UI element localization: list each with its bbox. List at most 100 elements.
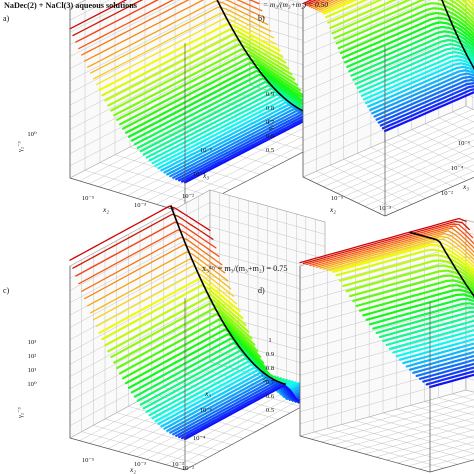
grid-line xyxy=(299,244,467,291)
surface-curve xyxy=(327,0,474,24)
surface-curve xyxy=(81,236,223,292)
surface-curve xyxy=(84,244,226,300)
box-edge xyxy=(302,176,386,217)
grid-line xyxy=(69,312,211,390)
grid-line xyxy=(209,226,326,260)
surface xyxy=(69,0,367,184)
y-axis-label: x₃ xyxy=(202,171,209,180)
surface-curve xyxy=(346,25,474,69)
y-axis-label: x₃ xyxy=(204,389,211,398)
surface-curve xyxy=(418,362,474,380)
grid-line xyxy=(209,202,326,235)
surface-curve xyxy=(360,54,474,97)
x-tick-label: 10⁻² xyxy=(172,461,184,468)
surface-curve xyxy=(121,61,305,130)
box-edge xyxy=(429,459,474,473)
surface-curve xyxy=(72,0,144,37)
grid-line xyxy=(69,251,211,328)
surface-curve xyxy=(89,258,232,314)
z-axis-label: γ₃⁻³ xyxy=(267,119,274,131)
surface-curve xyxy=(358,284,474,312)
grid-line xyxy=(69,72,251,167)
floor-grid-line xyxy=(424,401,474,416)
surface-curve xyxy=(372,302,474,330)
surface-curve xyxy=(425,370,474,386)
surface-curve xyxy=(395,333,474,358)
surface-curve xyxy=(325,0,474,19)
grid-line xyxy=(69,0,227,82)
panel-label: d) xyxy=(258,286,265,295)
highlight-curve xyxy=(216,0,315,117)
floor-grid-line xyxy=(341,424,472,461)
grid-line xyxy=(69,300,211,377)
floor-grid-line xyxy=(438,117,474,135)
z-axis-label: γ₂⁻³ xyxy=(17,141,24,153)
header-right-fragment: = m₃/(m₃+m₂) = 0.50 xyxy=(263,0,328,9)
surface-curve xyxy=(299,217,467,264)
grid-line xyxy=(69,263,211,340)
surface-curve xyxy=(104,290,247,347)
grid-line xyxy=(302,0,404,44)
grid-line xyxy=(302,69,467,141)
grid-line xyxy=(302,32,467,105)
z-tick-label: 0.6 xyxy=(266,393,275,400)
box-edges xyxy=(302,7,474,217)
y-tick-label: 10⁻⁶ xyxy=(200,147,212,154)
z-tick-label: 0.9 xyxy=(266,351,275,358)
surface-curve xyxy=(331,0,474,35)
grid-line xyxy=(209,214,326,247)
surface-curve xyxy=(107,38,290,107)
grid-line xyxy=(302,93,467,166)
surface-curve xyxy=(312,227,474,267)
surface-curve xyxy=(408,350,474,371)
surface-curve xyxy=(335,2,474,45)
floor-grid-line xyxy=(465,389,474,393)
grid-line xyxy=(299,256,467,303)
surface-curve xyxy=(110,43,293,112)
surface-curve xyxy=(124,328,268,385)
surface-curve xyxy=(412,354,474,374)
highlight-curve xyxy=(409,231,474,298)
surface-curve xyxy=(362,288,474,317)
surface-curve xyxy=(104,33,287,102)
surface-curve xyxy=(382,314,474,343)
surface-curve xyxy=(72,213,214,269)
surface-curve xyxy=(175,380,318,437)
z-tick-label: 0.5 xyxy=(266,407,275,414)
surface-curve xyxy=(309,225,474,267)
surface-curve xyxy=(369,69,474,112)
surface-curve xyxy=(107,296,250,353)
z-tick-label: 0.9 xyxy=(266,91,275,98)
surface-curve xyxy=(87,251,229,307)
surface-curve xyxy=(127,69,311,138)
surface-curve xyxy=(365,62,474,105)
floor-grid-line xyxy=(382,412,474,439)
surface-curve xyxy=(415,358,474,377)
surface-curve xyxy=(101,28,284,97)
surface-curve xyxy=(75,0,159,43)
grid-line xyxy=(299,329,467,376)
y-tick-label: 10⁻⁴ xyxy=(193,435,206,442)
figure-title: NaDec(2) + NaCl(3) aqueous solutions xyxy=(4,1,137,10)
highlight-curve xyxy=(441,0,474,70)
z-tick-label: 0.7 xyxy=(266,119,275,126)
surface-curve xyxy=(326,238,474,271)
surface-curve xyxy=(378,310,474,339)
surface-curve xyxy=(87,0,269,68)
surface-curve xyxy=(362,58,474,101)
floor-grid-line xyxy=(452,111,474,123)
floor-grid-line xyxy=(369,416,474,447)
z-tick-label: 10³ xyxy=(28,339,37,346)
surface-curve xyxy=(428,373,474,389)
y-tick-label: 10⁻⁶ xyxy=(200,407,212,414)
surface-curve xyxy=(385,319,474,347)
x-tick-label: 10⁻⁵ xyxy=(82,195,94,202)
surface-curve xyxy=(333,0,474,40)
surface-curve xyxy=(69,0,128,30)
box-edge xyxy=(69,437,186,471)
surface-curve xyxy=(113,307,256,364)
surface-curve xyxy=(381,88,474,130)
floor-grid-line xyxy=(410,405,474,424)
floor-grid-line xyxy=(429,459,474,473)
grid-line xyxy=(69,0,133,33)
